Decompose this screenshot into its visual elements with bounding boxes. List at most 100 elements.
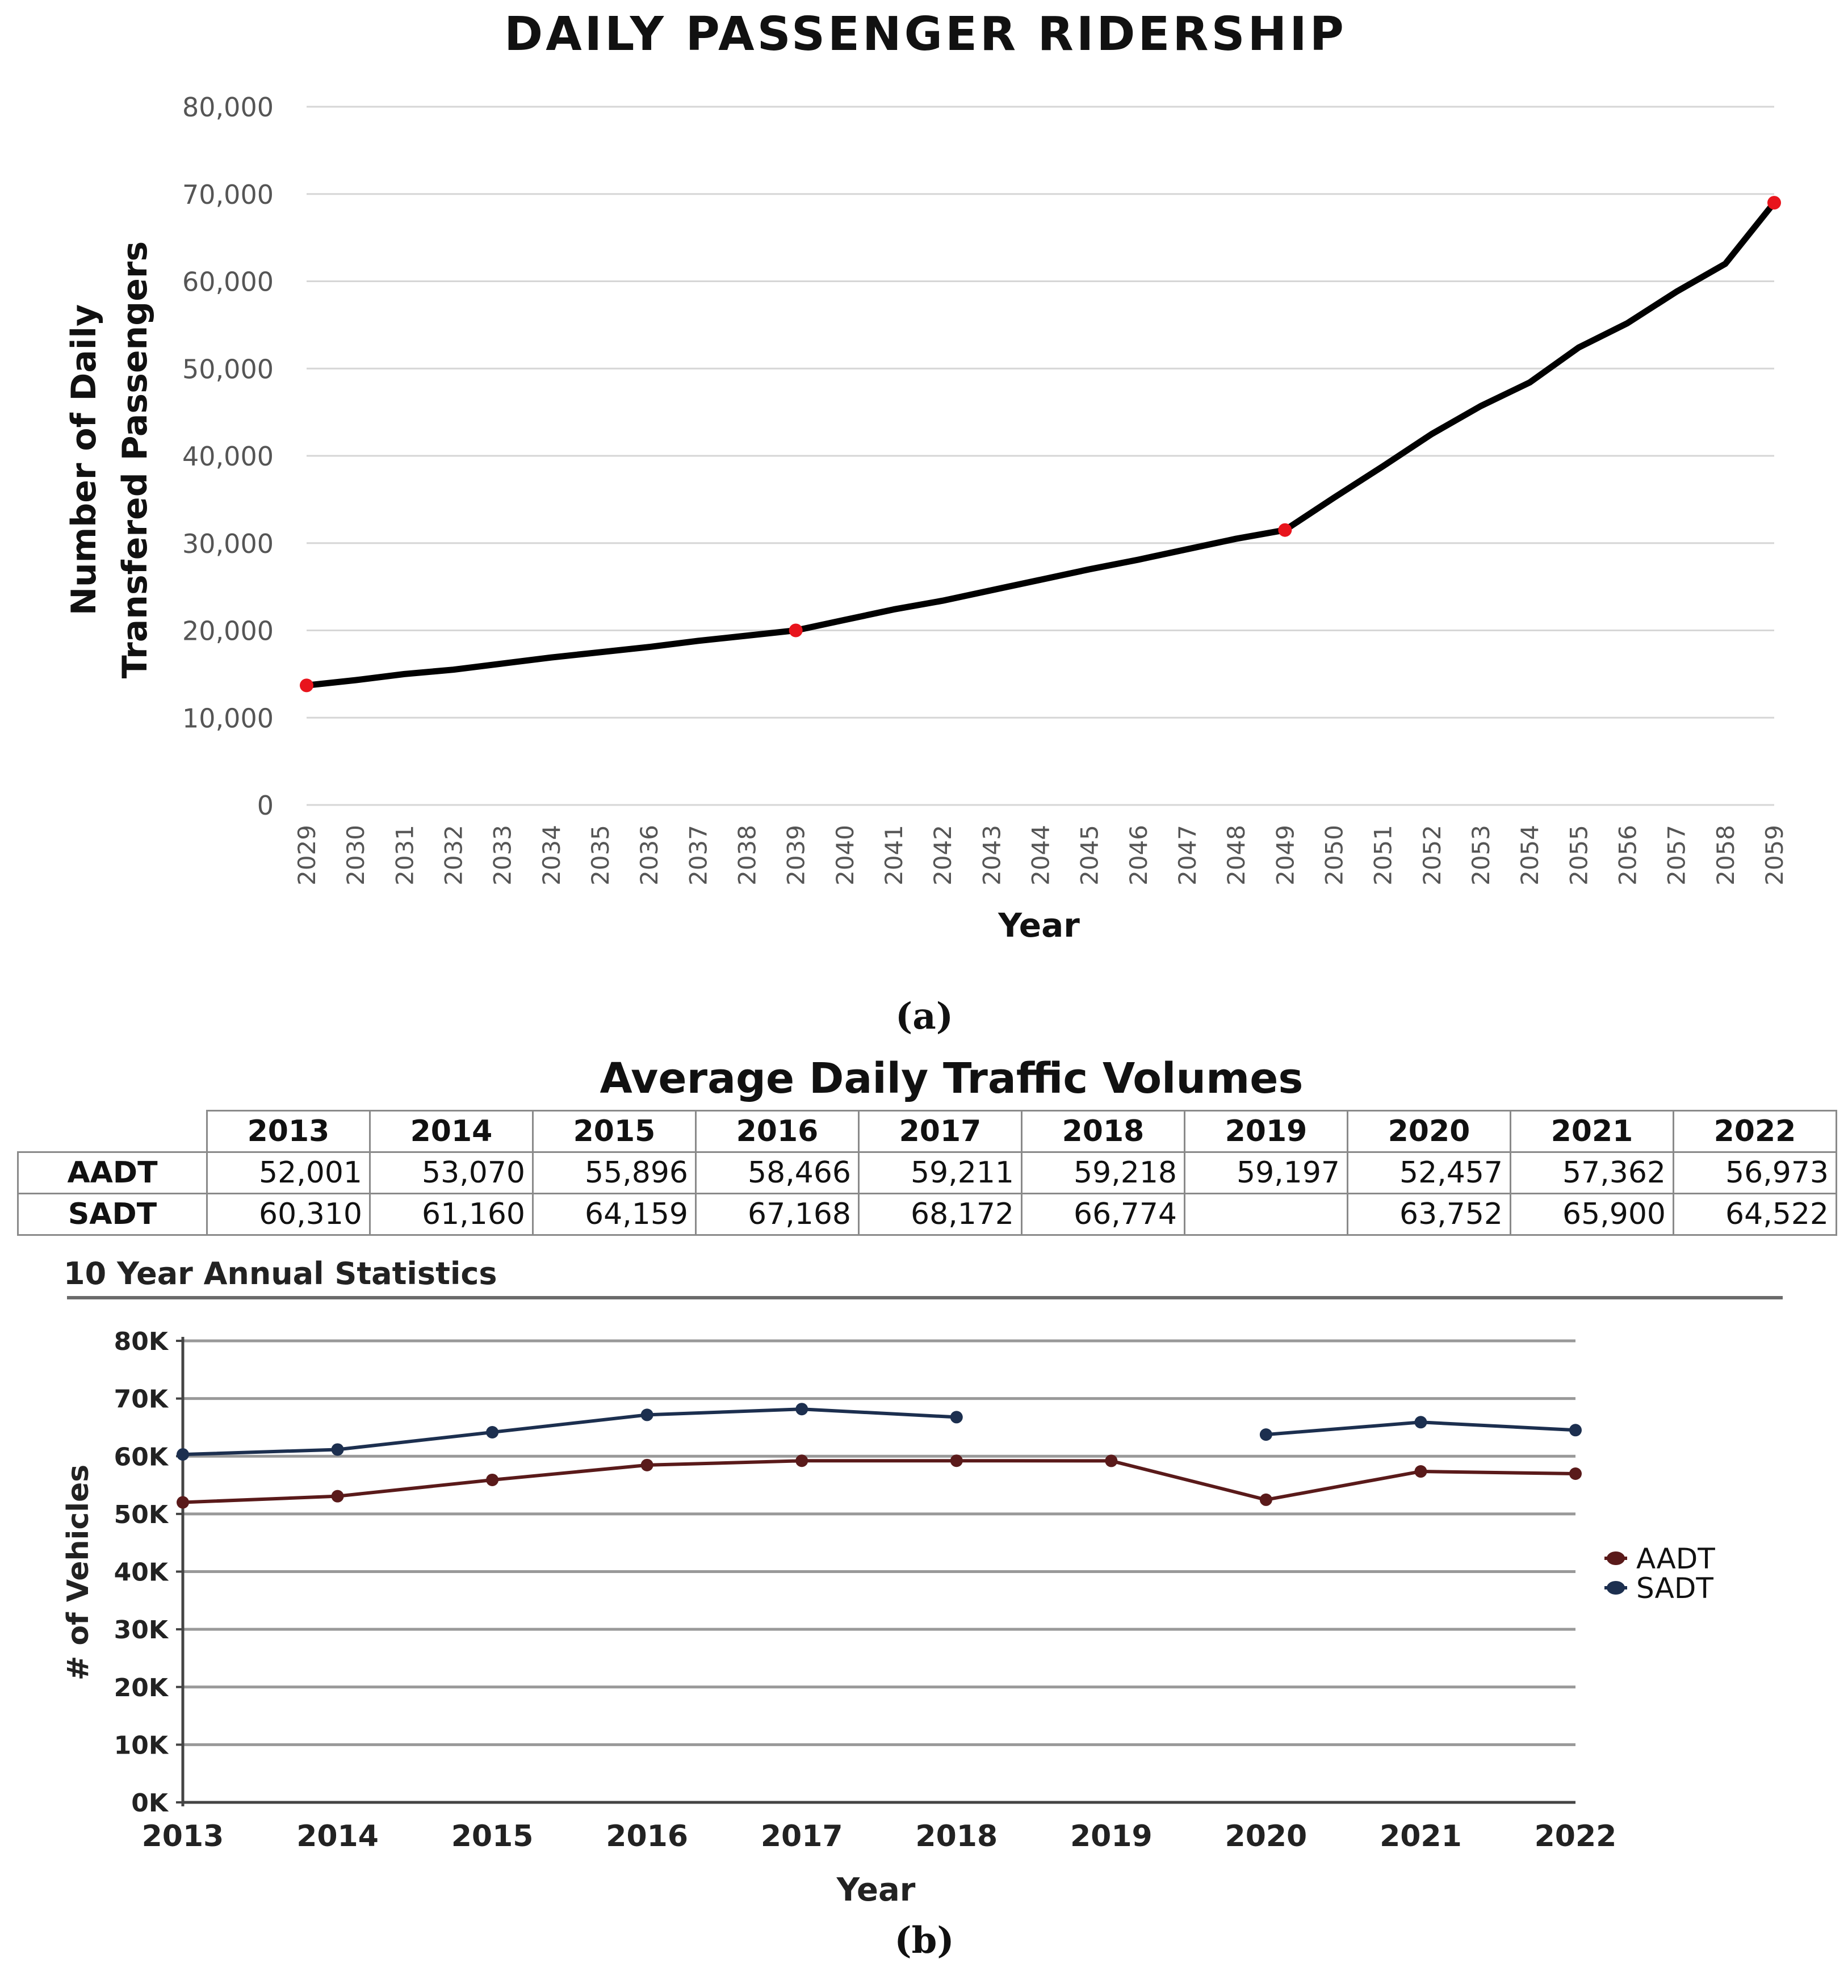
table-cell: 57,362 [1510, 1151, 1674, 1194]
table-header-year: 2018 [1021, 1110, 1185, 1153]
table-cell: 68,172 [858, 1193, 1023, 1236]
chart-a-x-tick: 2040 [831, 825, 859, 886]
caption-a: (a) [895, 995, 953, 1038]
chart-a-y-tick: 70,000 [182, 179, 274, 210]
chart-a-x-tick: 2056 [1614, 825, 1642, 886]
chart-b-x-tick: 2020 [1225, 1819, 1308, 1853]
ridership-chart: DAILY PASSENGER RIDERSHIP 0 10,000 20,000 3… [64, 7, 1788, 1038]
chart-a-highlight-point [789, 623, 803, 637]
chart-a-x-tick: 2046 [1125, 825, 1153, 886]
chart-a-y-label-line1: Number of Daily [64, 304, 104, 615]
chart-b-y-tick-labels: 0K 10K 20K 30K 40K 50K 60K 70K 80K [114, 1327, 169, 1818]
chart-b-point-aadt [1569, 1467, 1582, 1480]
chart-a-y-tick: 20,000 [182, 616, 274, 647]
chart-a-x-tick: 2053 [1467, 825, 1495, 886]
table-cell: 58,466 [695, 1151, 860, 1194]
traffic-volume-table: 2013 2014 2015 2016 2017 2018 2019 2020 … [17, 1110, 1837, 1236]
table-cell: 64,159 [532, 1193, 697, 1236]
table-row-aadt: AADT 52,001 53,070 55,896 58,466 59,211 … [17, 1151, 1837, 1194]
chart-a-x-tick: 2051 [1369, 825, 1397, 886]
chart-b-x-tick-labels: 2013 2014 2015 2016 2017 2018 2019 2020 2021 2022 [142, 1819, 1617, 1853]
chart-b-point-aadt [486, 1473, 499, 1486]
chart-b-point-sadt [331, 1443, 344, 1456]
chart-a-title: DAILY PASSENGER RIDERSHIP [504, 7, 1347, 61]
chart-b-point-aadt [1414, 1465, 1427, 1478]
chart-b-y-axis-label: # of Vehicles [61, 1465, 95, 1681]
chart-b-y-tick: 30K [114, 1616, 169, 1645]
chart-a-highlight-point [1767, 196, 1781, 210]
table-cell [1184, 1193, 1348, 1236]
table-cell: 60,310 [206, 1193, 371, 1236]
chart-a-x-tick: 2052 [1418, 825, 1446, 886]
chart-b-y-tick: 50K [114, 1500, 169, 1529]
chart-a-x-tick: 2036 [635, 825, 663, 886]
chart-b-point-sadt [950, 1411, 963, 1424]
chart-a-y-tick: 50,000 [182, 354, 274, 384]
chart-a-x-axis-label: Year [998, 906, 1080, 945]
chart-a-x-tick: 2031 [391, 825, 418, 886]
table-header-row: 2013 2014 2015 2016 2017 2018 2019 2020 … [17, 1110, 1837, 1153]
table-header-year: 2015 [532, 1110, 697, 1153]
table-row-label: SADT [17, 1193, 208, 1236]
chart-a-x-tick: 2037 [684, 825, 712, 886]
chart-b-point-aadt [1105, 1454, 1118, 1467]
chart-b-x-tick: 2018 [915, 1819, 998, 1853]
table-cell: 61,160 [369, 1193, 534, 1236]
chart-a-x-tick: 2055 [1565, 825, 1593, 886]
chart-a-x-tick: 2043 [978, 825, 1005, 886]
chart-b-line-sadt [182, 1407, 957, 1457]
chart-a-x-tick: 2054 [1516, 825, 1544, 886]
chart-b-x-tick: 2017 [761, 1819, 843, 1853]
chart-a-y-tick: 30,000 [182, 529, 274, 559]
chart-b-title-underline [67, 1296, 1783, 1299]
chart-a-x-tick: 2050 [1321, 825, 1348, 886]
legend-aadt-swatch [1607, 1551, 1625, 1565]
table-cell: 67,168 [695, 1193, 860, 1236]
table-corner-cell [17, 1110, 208, 1153]
chart-a-x-tick: 2030 [342, 825, 370, 886]
legend-sadt-swatch [1607, 1581, 1625, 1595]
chart-a-x-tick: 2058 [1712, 825, 1740, 886]
chart-b-x-tick: 2019 [1070, 1819, 1153, 1853]
chart-b-y-tick: 60K [114, 1442, 169, 1471]
chart-b-point-aadt [640, 1458, 653, 1471]
chart-a-x-tick: 2039 [782, 825, 810, 886]
chart-b-point-sadt [795, 1403, 808, 1416]
chart-b-y-tick: 80K [114, 1327, 169, 1356]
table-header-year: 2017 [858, 1110, 1023, 1153]
chart-a-y-tick: 0 [257, 790, 274, 821]
chart-a-x-tick: 2047 [1174, 825, 1201, 886]
chart-b-title: 10 Year Annual Statistics [64, 1256, 497, 1291]
table-row-sadt: SADT 60,310 61,160 64,159 67,168 68,172 … [17, 1193, 1837, 1236]
table-cell: 52,001 [206, 1151, 371, 1194]
chart-a-y-label-line2: Transfered Passengers [115, 241, 155, 678]
chart-a-x-tick: 2057 [1663, 825, 1691, 886]
chart-b-x-tick: 2015 [451, 1819, 534, 1853]
chart-b-y-tick: 10K [114, 1731, 169, 1760]
chart-b-series [177, 1403, 1582, 1509]
chart-b-point-sadt [1414, 1416, 1427, 1429]
table-row-label: AADT [17, 1151, 208, 1194]
table-cell: 55,896 [532, 1151, 697, 1194]
table-header-year: 2022 [1673, 1110, 1837, 1153]
chart-a-x-tick: 2029 [293, 825, 321, 886]
chart-b-y-tick: 0K [131, 1789, 169, 1818]
chart-a-y-tick-labels: 0 10,000 20,000 30,000 40,000 50,000 60,000 70,… [182, 92, 274, 821]
table-cell: 53,070 [369, 1151, 534, 1194]
chart-a-x-tick: 2045 [1076, 825, 1104, 886]
table-cell: 64,522 [1673, 1193, 1837, 1236]
table-cell: 63,752 [1347, 1193, 1511, 1236]
chart-a-highlight-points [300, 196, 1781, 693]
table-header-year: 2014 [369, 1110, 534, 1153]
chart-b-point-sadt [486, 1425, 499, 1438]
table-cell: 59,197 [1184, 1151, 1348, 1194]
chart-b-x-tick: 2021 [1380, 1819, 1462, 1853]
chart-a-x-tick: 2033 [489, 825, 517, 886]
chart-b-point-sadt [177, 1448, 189, 1461]
table-header-year: 2013 [206, 1110, 371, 1153]
chart-b-line-aadt [182, 1459, 1576, 1504]
chart-a-x-tick: 2034 [538, 825, 565, 886]
table-cell: 66,774 [1021, 1193, 1185, 1236]
table-cell: 65,900 [1510, 1193, 1674, 1236]
